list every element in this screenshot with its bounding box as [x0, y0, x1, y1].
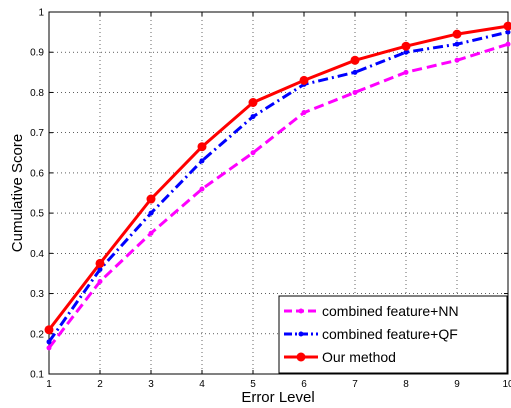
x-tick-label: 4 — [199, 379, 205, 390]
data-point — [454, 57, 460, 63]
series-line — [47, 24, 509, 331]
legend-marker — [298, 331, 304, 337]
data-point — [148, 230, 154, 236]
data-point — [352, 89, 358, 95]
x-axis-title: Error Level — [241, 389, 314, 406]
series-1 — [46, 41, 511, 351]
y-tick-label: 0.9 — [30, 48, 44, 59]
data-point — [146, 194, 156, 204]
data-point — [503, 21, 511, 31]
plot-frame — [48, 11, 509, 375]
data-point — [352, 69, 358, 75]
y-tick-label: 0.8 — [30, 88, 44, 99]
y-tick-label: 0.6 — [30, 168, 44, 179]
x-tick-label: 7 — [352, 379, 358, 390]
data-point — [44, 325, 54, 335]
data-point — [46, 339, 52, 345]
grid — [49, 12, 508, 374]
legend: combined feature+NN combined feature+QF Ou… — [278, 295, 508, 374]
data-point — [97, 278, 103, 284]
y-tick-label: 0.2 — [30, 329, 44, 340]
legend-marker — [296, 352, 306, 362]
data-point — [350, 55, 360, 65]
x-tick-label: 3 — [148, 379, 154, 390]
data-point — [403, 69, 409, 75]
tick-labels: 1 2 3 4 5 6 7 8 9 10 0.1 0.2 0.3 0.4 0.5 0.6 0.7 0.8 0.9 1 — [30, 8, 511, 391]
data-point — [95, 258, 105, 268]
data-point — [299, 75, 309, 85]
data-point — [452, 29, 462, 39]
data-point — [248, 98, 258, 107]
data-point — [301, 110, 307, 116]
series-group — [44, 21, 511, 351]
y-tick-label: 0.5 — [30, 209, 44, 220]
y-tick-label: 0.3 — [30, 289, 44, 300]
x-tick-label: 5 — [250, 379, 256, 390]
x-tick-label: 8 — [403, 379, 409, 390]
data-point — [97, 266, 103, 272]
y-tick-label: 0.4 — [30, 249, 44, 260]
data-point — [197, 142, 207, 152]
data-point — [46, 345, 52, 351]
data-point — [250, 114, 256, 120]
y-tick-label: 1 — [38, 8, 44, 19]
data-point — [250, 150, 256, 156]
x-tick-label: 10 — [502, 379, 511, 390]
x-tick-label: 9 — [454, 379, 460, 390]
legend-label: Our method — [322, 349, 396, 365]
data-point — [454, 41, 460, 47]
x-tick-label: 1 — [46, 379, 52, 390]
y-tick-label: 0.7 — [30, 128, 44, 139]
legend-label: combined feature+NN — [322, 303, 459, 319]
series-line — [47, 42, 509, 349]
legend-marker — [298, 308, 304, 314]
y-tick-label: 0.1 — [30, 370, 44, 381]
data-point — [505, 29, 511, 35]
data-point — [199, 186, 205, 192]
series-line — [47, 30, 509, 343]
legend-label: combined feature+QF — [322, 326, 458, 342]
x-tick-label: 2 — [97, 379, 103, 390]
legend-item: combined feature+QF — [284, 326, 458, 342]
data-point — [505, 41, 511, 47]
y-axis-title: Cumulative Score — [9, 134, 26, 252]
data-point — [401, 41, 411, 51]
data-point — [148, 210, 154, 216]
series-3 — [44, 21, 511, 335]
data-point — [403, 49, 409, 55]
legend-item: Our method — [284, 349, 396, 365]
legend-item: combined feature+NN — [284, 303, 459, 319]
x-tick-label: 6 — [301, 379, 307, 390]
data-point — [199, 158, 205, 164]
